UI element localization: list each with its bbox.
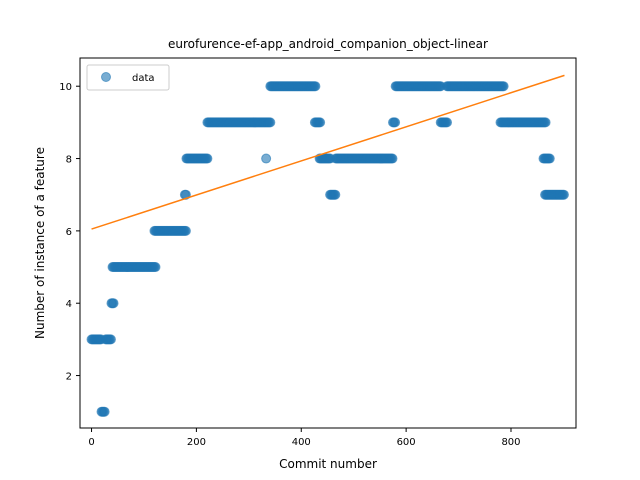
plot-background xyxy=(80,58,576,428)
axes-frame xyxy=(79,57,577,429)
data-point xyxy=(315,117,326,128)
y-axis-ticks: 2 4 6 8 10 xyxy=(59,82,80,383)
data-point xyxy=(330,189,341,200)
data-point xyxy=(558,189,569,200)
x-tick-label: 0 xyxy=(88,437,94,448)
y-tick-label: 8 xyxy=(66,155,72,166)
y-tick-label: 4 xyxy=(66,299,72,310)
data-point xyxy=(544,153,555,164)
y-tick-label: 6 xyxy=(66,227,72,238)
y-tick-label: 2 xyxy=(66,372,72,383)
x-axis-label: Commit number xyxy=(279,457,377,471)
data-point xyxy=(150,262,161,273)
data-point xyxy=(265,117,276,128)
data-point xyxy=(105,334,116,345)
x-axis-ticks: 0 200 400 600 800 xyxy=(88,428,521,448)
x-tick-label: 600 xyxy=(397,437,416,448)
data-point xyxy=(261,153,272,164)
fit-line xyxy=(91,74,565,230)
legend-label-data: data xyxy=(132,73,155,84)
data-point xyxy=(390,117,401,128)
data-point xyxy=(540,117,551,128)
data-point xyxy=(498,81,509,92)
data-point xyxy=(99,406,110,417)
y-tick-label: 10 xyxy=(59,82,72,93)
data-point xyxy=(442,117,453,128)
chart-title: eurofurence-ef-app_android_companion_obj… xyxy=(168,37,488,51)
x-tick-label: 400 xyxy=(292,437,311,448)
data-point xyxy=(202,153,213,164)
legend-marker-data xyxy=(101,72,111,82)
x-tick-label: 200 xyxy=(187,437,206,448)
data-point xyxy=(108,298,119,309)
data-point xyxy=(387,153,398,164)
data-marks xyxy=(86,81,569,417)
data-point xyxy=(310,81,321,92)
legend-box xyxy=(86,64,170,91)
plot-area xyxy=(79,57,577,429)
legend: data xyxy=(86,64,170,91)
fit-line-group xyxy=(91,74,565,230)
x-tick-label: 800 xyxy=(501,437,520,448)
y-axis-label: Number of instance of a feature xyxy=(33,147,47,339)
data-point xyxy=(180,225,191,236)
